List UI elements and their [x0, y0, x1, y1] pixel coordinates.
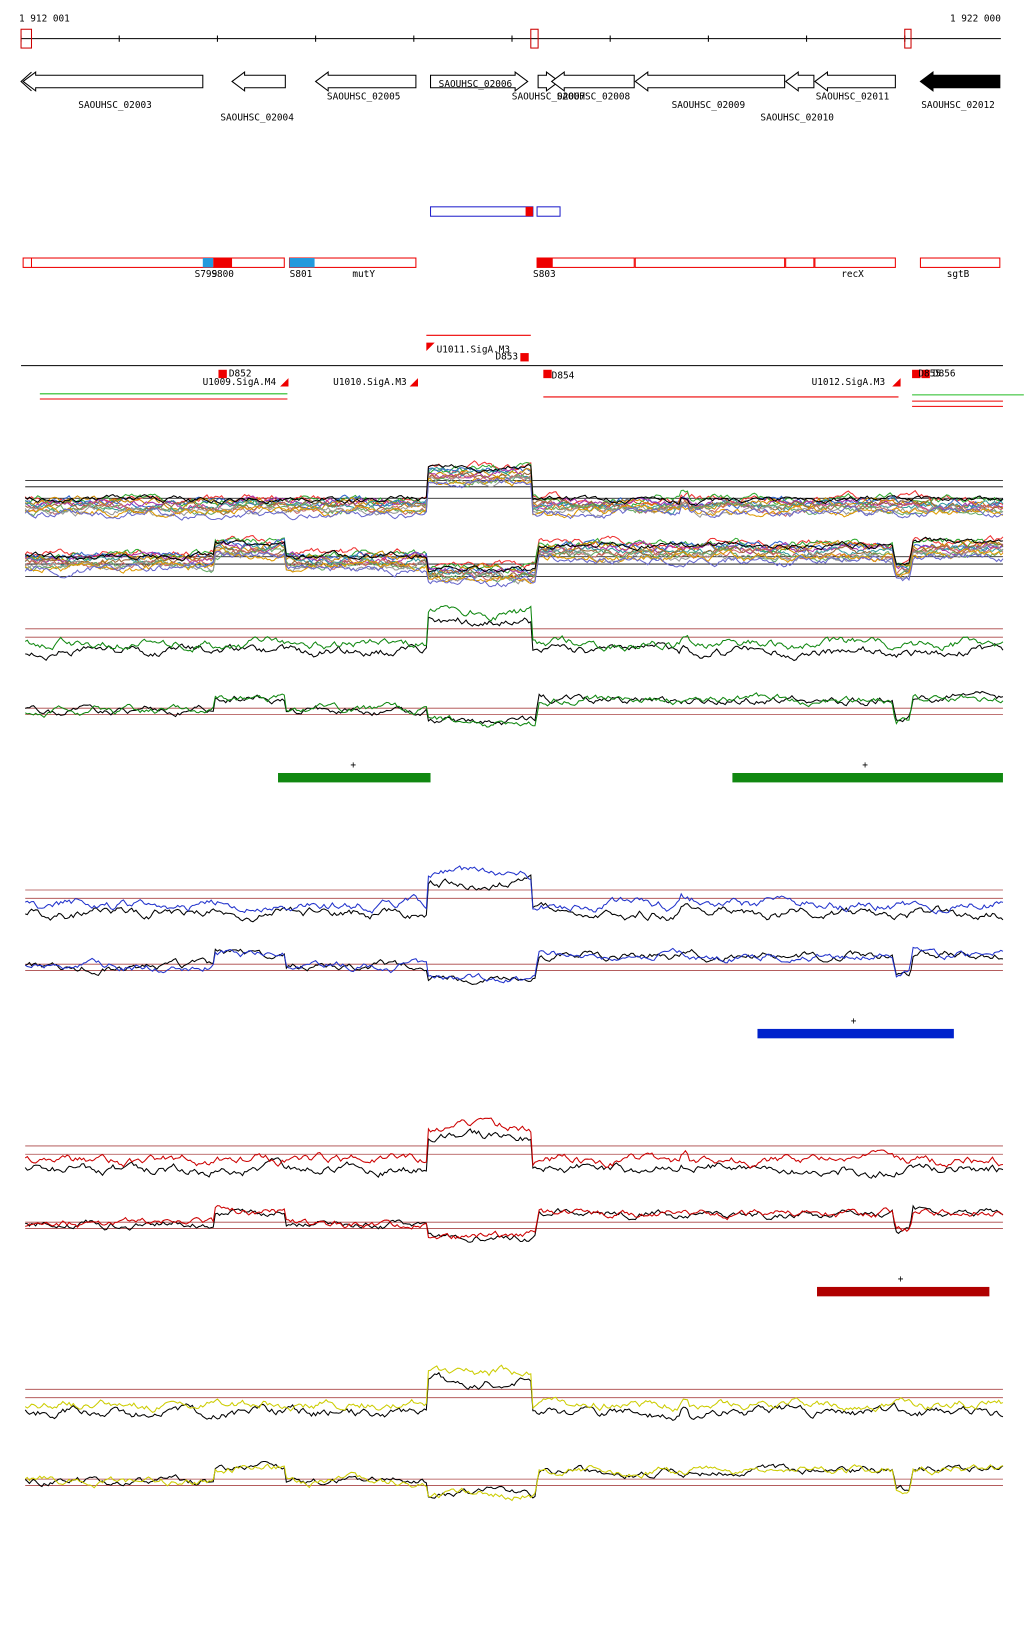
ruler-end: 1 922 000 [950, 13, 1001, 24]
signal-line [25, 690, 1004, 726]
signal-line [24, 477, 1004, 521]
promoter-flag [892, 378, 901, 387]
signal-line [24, 1117, 1004, 1169]
feature-label: S803 [533, 269, 556, 280]
signal-line [24, 1364, 1004, 1413]
gene-arrow [814, 71, 896, 92]
feature-box [634, 257, 786, 268]
feature-box [536, 206, 561, 217]
transcript-label: U1010.SigA.M3 [333, 377, 407, 388]
gene-arrow [537, 71, 560, 92]
feature-box [430, 206, 534, 217]
strand-bar [757, 1028, 954, 1039]
feature-label: recX [841, 269, 864, 280]
gene-arrow [430, 71, 529, 92]
strand-bar [278, 772, 431, 783]
feature-label: S800 [211, 269, 234, 280]
signal-line [24, 1463, 1004, 1502]
feature-label: sgtB [947, 269, 970, 280]
signal-line [24, 550, 1004, 588]
signal-line [24, 540, 1004, 577]
signal-line [24, 475, 1004, 519]
gene-label: SAOUHSC_02005 [327, 92, 401, 103]
signal-line [24, 547, 1004, 585]
transcript-label: U1009.SigA.M4 [203, 377, 277, 388]
feature-box [22, 257, 285, 268]
feature-fill [202, 258, 214, 268]
transcript-label: D855 [918, 368, 941, 379]
signal-line [24, 1128, 1004, 1179]
feature-box [919, 257, 1001, 268]
signal-line [25, 948, 1004, 985]
gene-arrow-head [20, 71, 32, 92]
terminator [912, 369, 921, 379]
signal-line [24, 605, 1004, 653]
feature-label: S799 [195, 269, 218, 280]
signal-line [24, 473, 1004, 517]
gene-arrow [634, 71, 786, 92]
gene-arrow [231, 71, 286, 92]
ruler-marker [904, 28, 912, 49]
strand-mark: + [898, 1274, 904, 1285]
strand-mark: + [862, 760, 868, 771]
signal-line [24, 463, 1004, 506]
transcript-label: D854 [552, 371, 575, 382]
terminator [520, 353, 529, 362]
signal-line [24, 946, 1004, 984]
signal-line [24, 542, 1004, 580]
signal-line [25, 616, 1004, 662]
promoter-flag [409, 378, 418, 387]
gene-label: SAOUHSC_02004 [220, 113, 294, 124]
gene-label: SAOUHSC_02010 [760, 113, 834, 124]
transcript-label: D853 [495, 352, 518, 363]
feature-box [814, 257, 896, 268]
transcript-label: D856 [933, 368, 956, 379]
gene-arrow [314, 71, 417, 92]
gene-label: SAOUHSC_02007 [512, 92, 586, 103]
signal-line [24, 1371, 1004, 1422]
terminator [543, 369, 552, 379]
strand-mark: + [851, 1016, 857, 1027]
terminator [218, 369, 227, 379]
feature-fill [537, 258, 553, 268]
feature-box [785, 257, 815, 268]
feature-box [525, 206, 533, 217]
gene-label: SAOUHSC_02011 [816, 92, 890, 103]
strand-mark: + [350, 760, 356, 771]
gene-arrow [919, 71, 1001, 92]
signal-line [25, 865, 1004, 915]
signal-line [24, 545, 1004, 582]
ruler-start: 1 912 001 [19, 13, 70, 24]
transcript-label: D852 [229, 368, 252, 379]
gene-label: SAOUHSC_02003 [78, 100, 152, 111]
signal-line [24, 468, 1004, 513]
gene-label: SAOUHSC_02006 [439, 79, 513, 90]
promoter-flag [426, 342, 435, 351]
signal-line [25, 1205, 1004, 1240]
signal-line [24, 1460, 1004, 1499]
feature-label: S801 [290, 269, 313, 280]
transcript-label: U1011.SigA.M3 [437, 344, 511, 355]
gene-label: SAOUHSC_02012 [921, 100, 995, 111]
ruler-marker [20, 28, 33, 49]
signal-line [24, 692, 1004, 728]
gene-arrow [22, 71, 204, 92]
promoter-flag [280, 378, 289, 387]
feature-label: mutY [352, 269, 375, 280]
terminator [921, 369, 930, 379]
gene-label: SAOUHSC_02009 [672, 100, 746, 111]
ruler-marker [530, 28, 539, 49]
strand-bar [732, 772, 1003, 783]
gene-label: SAOUHSC_02008 [557, 92, 631, 103]
strand-bar [817, 1286, 990, 1297]
feature-fill [289, 258, 315, 268]
gene-arrow [784, 71, 815, 92]
transcript-label: U1012.SigA.M3 [812, 377, 886, 388]
signal-line [25, 536, 1004, 573]
gene-arrow [550, 71, 635, 92]
feature-fill [213, 258, 233, 268]
